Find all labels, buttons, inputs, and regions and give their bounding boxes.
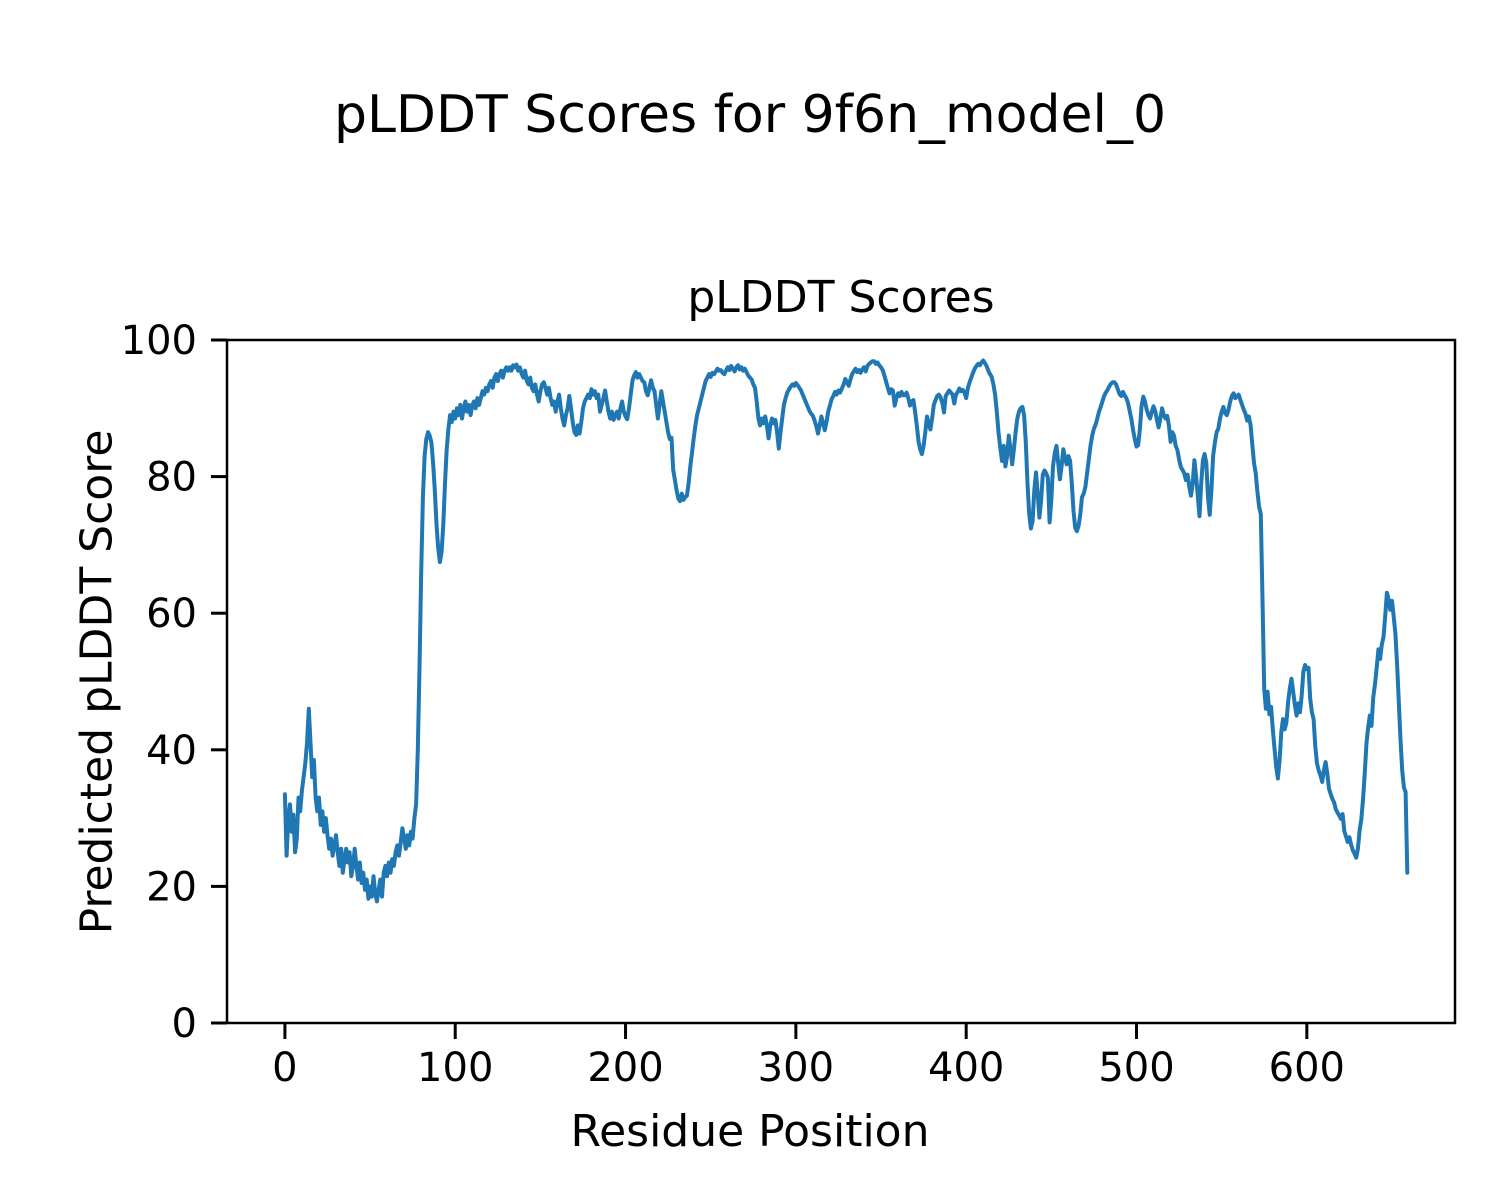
y-tick-label: 80 [146,455,197,501]
y-tick-label: 60 [146,591,197,637]
y-tick-label: 100 [121,318,197,364]
y-tick-label: 20 [146,864,197,910]
x-tick-label: 100 [417,1045,493,1091]
x-tick-label: 200 [587,1045,663,1091]
figure-title: pLDDT Scores for 9f6n_model_0 [333,85,1167,145]
x-tick-label: 0 [272,1045,297,1091]
x-tick-label: 300 [758,1045,834,1091]
axes-title: pLDDT Scores [687,272,995,323]
x-axis-label: Residue Position [570,1106,930,1157]
y-tick-label: 40 [146,728,197,774]
x-tick-label: 400 [928,1045,1004,1091]
plddt-line [282,358,1410,904]
axes-frame [225,338,1457,1025]
y-tick-label: 0 [172,1001,197,1047]
x-tick-label: 500 [1098,1045,1174,1091]
x-tick-label: 600 [1269,1045,1345,1091]
